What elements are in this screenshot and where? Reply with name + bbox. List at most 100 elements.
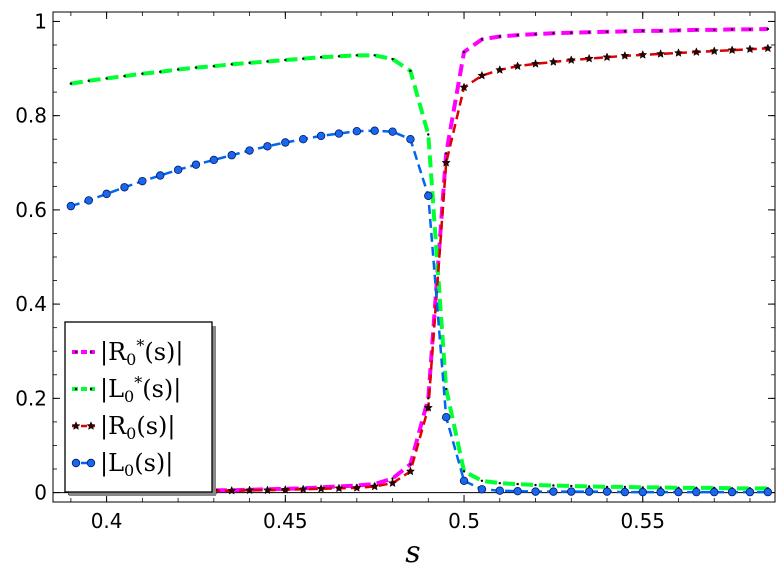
data-point bbox=[677, 29, 680, 32]
data-point bbox=[587, 485, 591, 488]
data-point bbox=[713, 28, 716, 32]
x-tick-label: 0.4 bbox=[91, 509, 123, 533]
legend-label: |L0*(s)| bbox=[100, 373, 181, 406]
legend-marker bbox=[89, 387, 93, 391]
data-point bbox=[710, 487, 719, 497]
data-point bbox=[692, 487, 701, 497]
data-point bbox=[441, 157, 451, 167]
data-point bbox=[66, 201, 76, 211]
data-point bbox=[587, 31, 591, 34]
data-point bbox=[141, 72, 144, 75]
data-point bbox=[194, 66, 198, 69]
data-point bbox=[674, 487, 683, 497]
data-point bbox=[355, 54, 359, 57]
data-point bbox=[570, 31, 573, 34]
data-point bbox=[352, 483, 362, 492]
data-point bbox=[513, 61, 523, 71]
data-point bbox=[730, 28, 734, 31]
data-point bbox=[763, 487, 773, 497]
data-point bbox=[159, 70, 162, 74]
data-point bbox=[427, 133, 430, 136]
data-point bbox=[748, 28, 752, 31]
data-point bbox=[138, 176, 147, 186]
data-point bbox=[549, 487, 558, 496]
data-point bbox=[584, 487, 594, 496]
data-point bbox=[656, 49, 666, 58]
data-point bbox=[623, 30, 627, 33]
data-point bbox=[263, 142, 272, 151]
data-point bbox=[602, 487, 612, 496]
data-point bbox=[498, 481, 501, 485]
y-tick-label: 0.2 bbox=[15, 386, 47, 410]
data-point bbox=[262, 485, 273, 495]
data-point bbox=[462, 470, 466, 473]
data-point bbox=[316, 483, 326, 493]
legend-item-l0-star: |L0*(s)| bbox=[72, 373, 181, 406]
data-point bbox=[406, 135, 415, 144]
data-point bbox=[176, 68, 180, 71]
data-point bbox=[391, 57, 394, 61]
data-point bbox=[620, 487, 630, 497]
data-point bbox=[513, 486, 522, 496]
data-point bbox=[641, 29, 644, 33]
legend-label: |R0*(s)| bbox=[100, 336, 183, 369]
data-point bbox=[623, 485, 627, 489]
data-point bbox=[409, 69, 412, 73]
data-point bbox=[227, 151, 236, 160]
data-point bbox=[552, 484, 555, 487]
data-point bbox=[727, 45, 737, 55]
data-point bbox=[352, 127, 362, 136]
data-point bbox=[87, 79, 90, 82]
legend: |R0*(s)| |L0*(s)| |R0(s)| |L0(s)| bbox=[64, 321, 216, 496]
data-point bbox=[427, 397, 430, 400]
legend-label: |L0(s)| bbox=[100, 449, 173, 480]
data-point bbox=[424, 191, 433, 200]
data-point bbox=[727, 487, 737, 497]
data-point bbox=[766, 27, 770, 31]
y-tick-label: 0.4 bbox=[15, 292, 47, 316]
data-point bbox=[477, 70, 487, 80]
data-point bbox=[567, 487, 576, 496]
legend-item-r0: |R0(s)| bbox=[71, 412, 175, 443]
x-tick-label: 0.5 bbox=[448, 509, 480, 533]
data-point bbox=[638, 487, 647, 497]
series-l0 bbox=[66, 126, 773, 497]
data-point bbox=[316, 131, 326, 141]
data-point bbox=[191, 160, 201, 169]
data-point bbox=[248, 61, 251, 65]
data-point bbox=[531, 487, 540, 496]
data-point bbox=[388, 127, 397, 136]
data-point bbox=[459, 82, 469, 92]
data-point bbox=[534, 483, 537, 487]
data-point bbox=[763, 43, 773, 53]
data-point bbox=[498, 35, 501, 38]
data-point bbox=[319, 56, 323, 59]
legend-marker bbox=[71, 421, 81, 430]
data-point bbox=[280, 484, 290, 494]
y-tick-label: 0.8 bbox=[15, 104, 47, 128]
legend-marker bbox=[86, 421, 96, 430]
data-point bbox=[691, 47, 701, 56]
data-point bbox=[566, 55, 576, 64]
data-point bbox=[423, 402, 433, 412]
data-point bbox=[620, 50, 630, 60]
data-point bbox=[334, 483, 344, 493]
legend-marker bbox=[89, 350, 93, 354]
data-point bbox=[638, 50, 648, 59]
data-point bbox=[370, 126, 379, 135]
data-point bbox=[516, 482, 519, 486]
data-point bbox=[534, 32, 537, 36]
legend-marker bbox=[71, 458, 81, 468]
data-point bbox=[337, 55, 341, 58]
data-point bbox=[244, 485, 255, 495]
legend-item-r0-star: |R0*(s)| bbox=[72, 336, 183, 369]
legend-item-l0: |L0(s)| bbox=[71, 449, 173, 480]
y-tick-label: 1 bbox=[34, 9, 47, 33]
legend-marker bbox=[86, 458, 96, 468]
x-axis: 0.4 0.45 0.5 0.55 bbox=[91, 12, 665, 533]
data-point bbox=[301, 57, 305, 60]
data-point bbox=[495, 486, 504, 495]
data-point bbox=[480, 479, 484, 482]
x-axis-label: s bbox=[405, 535, 420, 570]
